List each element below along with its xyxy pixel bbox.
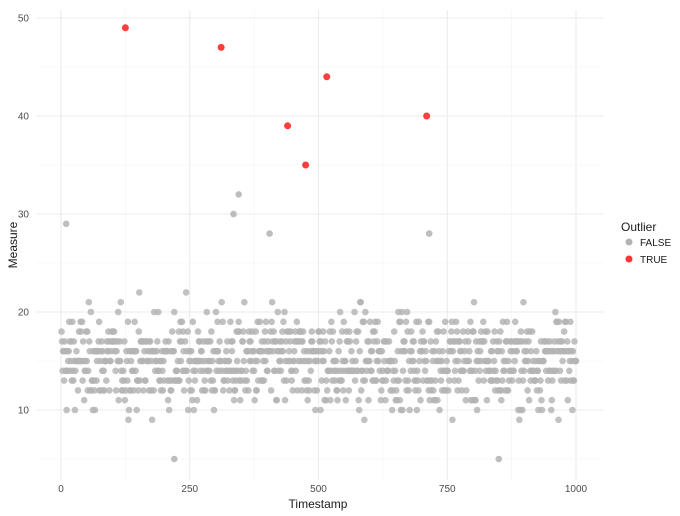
legend-true-label: TRUE — [640, 255, 668, 266]
x-tick-label: 750 — [439, 484, 456, 495]
legend-false-label: FALSE — [640, 238, 671, 249]
legend-title: Outlier — [621, 220, 656, 234]
outlier-point — [284, 122, 292, 130]
x-tick-label: 1000 — [565, 484, 588, 495]
outlier-point — [302, 161, 310, 169]
outlier-point — [217, 43, 225, 51]
x-tick-label: 0 — [58, 484, 64, 495]
y-axis-ticks: 10 20 30 40 50 — [18, 14, 30, 417]
y-tick-label: 50 — [18, 14, 30, 25]
x-axis-ticks: 0 250 500 750 1000 — [58, 484, 587, 495]
outlier-point — [423, 112, 431, 120]
y-tick-label: 20 — [18, 308, 30, 319]
y-tick-label: 30 — [18, 210, 30, 221]
legend-true-marker-icon — [625, 255, 633, 263]
x-axis-title: Timestamp — [289, 497, 348, 511]
x-tick-label: 250 — [181, 484, 198, 495]
points-false-series — [58, 191, 580, 463]
points-true-series — [121, 24, 431, 169]
x-tick-label: 500 — [310, 484, 327, 495]
y-axis-title: Measure — [6, 221, 20, 268]
y-tick-label: 10 — [18, 406, 30, 417]
outlier-point — [121, 24, 129, 32]
y-tick-label: 40 — [18, 112, 30, 123]
outlier-point — [323, 73, 331, 81]
grid-lines — [36, 10, 604, 480]
legend-false-marker-icon — [625, 238, 633, 246]
legend: Outlier FALSE TRUE — [621, 220, 671, 266]
